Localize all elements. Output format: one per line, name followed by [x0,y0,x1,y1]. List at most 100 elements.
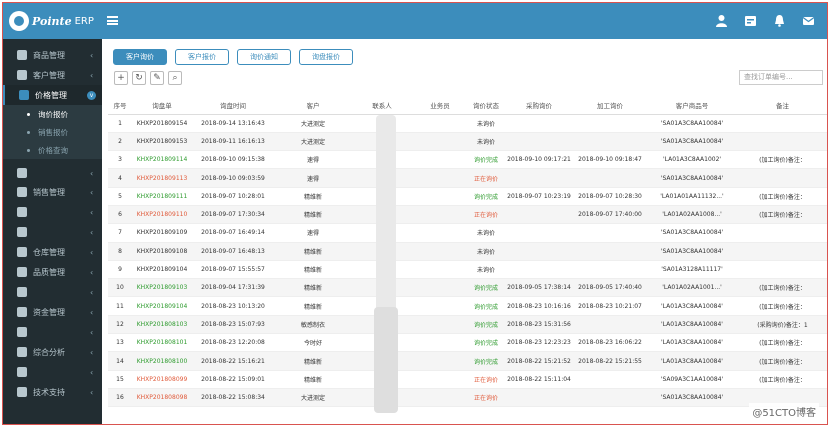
sidebar-item-warehouse[interactable]: 仓库管理 ‹ [3,242,102,262]
table-cell: 2018-09-05 17:40:40 [574,278,646,298]
table-row[interactable]: 11 KHXP201809104 2018-08-23 10:13:20 精维新 询价完… [108,296,827,316]
bell-icon[interactable] [773,14,786,27]
column-header[interactable]: 询价状态 [468,97,504,115]
calendar-icon[interactable] [744,14,757,27]
table-cell [412,278,468,298]
tab-inquiry-notice[interactable]: 询价通知 [237,49,291,65]
column-header[interactable]: 采购询价 [504,97,574,115]
table-row[interactable]: 14 KHXP201808100 2018-08-22 15:16:21 精维新 询价完… [108,351,827,371]
table-row[interactable]: 2 KHXP201809153 2018-09-11 16:16:13 大进测定 未询价… [108,132,827,152]
sidebar-item-finance[interactable]: 资金管理 ‹ [3,302,102,322]
search-icon[interactable]: ⌕ [168,71,182,85]
mail-icon[interactable] [802,14,815,27]
table-row[interactable]: 16 KHXP201808098 2018-08-22 15:08:34 大进测定 正在… [108,388,827,408]
table-cell: 大进测定 [274,132,352,152]
sidebar-item-pricing[interactable]: 价格管理 v [3,85,102,105]
tab-customer-inquiry[interactable]: 客户询价 [113,49,167,65]
column-header[interactable]: 客户商品号 [646,97,738,115]
table-row[interactable]: 8 KHXP201809108 2018-09-07 16:48:13 精维新 未询价 '… [108,242,827,261]
table-cell: 'SA09A3C1AA10084' [646,370,738,389]
table-cell: 2018-09-07 17:30:34 [192,205,274,225]
table-cell: 'SA01A3C8AA10084' [646,223,738,243]
table-cell: KHXP201809110 [132,205,192,225]
sidebar-item-building[interactable]: ‹ [3,362,102,382]
sidebar-item-box[interactable]: ‹ [3,163,102,183]
column-header[interactable]: 备注 [738,97,827,115]
sidebar-item-customers[interactable]: 客户管理 ‹ [3,65,102,85]
sidebar-item-products[interactable]: 商品管理 ‹ [3,45,102,65]
chevron-left-icon: ‹ [90,227,94,237]
diamond-icon [17,267,27,277]
table-cell: (采购询价)备注：1 [738,315,827,335]
menu-toggle-icon[interactable] [107,16,118,25]
sidebar-item-quality[interactable]: 品质管理 ‹ [3,262,102,282]
column-header[interactable]: 联系人 [352,97,412,115]
column-header[interactable]: 业务员 [412,97,468,115]
sidebar-item-support[interactable]: 技术支持 ‹ [3,382,102,402]
table-cell: 大进测定 [274,388,352,408]
brand-name: Pointe [32,14,72,28]
chevron-left-icon: ‹ [90,347,94,357]
tab-inquiry-quote[interactable]: 询盘报价 [299,49,353,65]
chevron-left-icon: ‹ [90,70,94,80]
table-cell [412,187,468,206]
edit-icon[interactable]: ✎ [150,71,164,85]
table-cell [574,223,646,243]
sidebar-subitem-label: 询价报价 [38,109,68,119]
table-cell [412,150,468,170]
table-row[interactable]: 4 KHXP201809113 2018-09-10 09:03:59 速得 正在询价 '… [108,168,827,188]
table-cell [412,242,468,261]
column-header[interactable]: 询盘单 [132,97,192,115]
table-cell: 9 [108,260,132,280]
table-cell [504,132,574,152]
search-input[interactable]: 查找订单编号... [739,70,823,85]
table-cell: KHXP201808098 [132,388,192,408]
table-cell: 2018-09-07 10:23:19 [504,187,574,206]
table-row[interactable]: 15 KHXP201808099 2018-08-22 15:09:01 精维新 正在询… [108,370,827,389]
table-cell: 14 [108,351,132,371]
table-cell: 询价完成 [468,315,504,335]
table-cell: 询价完成 [468,187,504,206]
table-row[interactable]: 3 KHXP201809114 2018-09-10 09:15:38 速得 询价完成 2… [108,150,827,170]
table-row[interactable]: 5 KHXP201809111 2018-09-07 10:28:01 精维新 询价完成… [108,187,827,206]
table-cell: (加工询价)备注： [738,187,827,206]
sidebar-item-bag[interactable]: ‹ [3,282,102,302]
add-icon[interactable]: + [114,71,128,85]
table-cell: 询价完成 [468,333,504,353]
main-content: 客户询价 客户报价 询价通知 询盘报价 + ↻ ✎ ⌕ 查找订单编号... 序号… [102,39,827,424]
column-header[interactable]: 询盘时间 [192,97,274,115]
logo[interactable]: Pointe ERP [9,11,97,31]
user-icon[interactable] [715,14,728,27]
redacted-block [374,307,398,413]
table-cell: 2018-08-22 15:16:21 [192,351,274,371]
table-row[interactable]: 7 KHXP201809109 2018-09-07 16:49:14 速得 未询价 'S… [108,223,827,243]
table-row[interactable]: 12 KHXP201808103 2018-08-23 15:07:93 敏感制衣 询价… [108,315,827,335]
sidebar-item-analysis[interactable]: 综合分析 ‹ [3,342,102,362]
table-cell [504,205,574,225]
warehouse-icon [17,247,27,257]
sidebar-item-recycle[interactable]: ‹ [3,222,102,242]
table-cell [574,315,646,335]
table-row[interactable]: 1 KHXP201809154 2018-09-14 13:16:43 大进测定 未询价… [108,114,827,133]
table-row[interactable]: 10 KHXP201809103 2018-09-04 17:31:39 精维新 询价完… [108,278,827,298]
sidebar-item-cart[interactable]: ‹ [3,202,102,222]
table-row[interactable]: 9 KHXP201809104 2018-09-07 15:55:57 精维新 未询价 '… [108,260,827,280]
sidebar-item-graph[interactable]: ‹ [3,322,102,342]
column-header[interactable]: 序号 [108,97,132,115]
tab-customer-quote[interactable]: 客户报价 [175,49,229,65]
table-cell: (加工询价)备注： [738,278,827,298]
refresh-icon[interactable]: ↻ [132,71,146,85]
column-header[interactable]: 客户 [274,97,352,115]
table-cell: 未询价 [468,132,504,152]
sidebar-subitem-sales-quote[interactable]: 销售报价 [3,123,102,141]
column-header[interactable]: 加工询价 [574,97,646,115]
sidebar-item-sales[interactable]: 销售管理 ‹ [3,182,102,202]
sidebar-subitem-inquiry-quote[interactable]: 询价报价 [3,105,102,123]
table-cell: 2018-08-23 16:06:22 [574,333,646,353]
sidebar-subitem-price-query[interactable]: 价格查询 [3,141,102,159]
table-row[interactable]: 6 KHXP201809110 2018-09-07 17:30:34 精维新 正在询价… [108,205,827,225]
chevron-left-icon: ‹ [90,207,94,217]
table-cell: 'LA01A02AA1008...' [646,205,738,225]
table-row[interactable]: 13 KHXP201808101 2018-08-23 12:20:08 今时好 询价完… [108,333,827,353]
table-cell: 未询价 [468,223,504,243]
